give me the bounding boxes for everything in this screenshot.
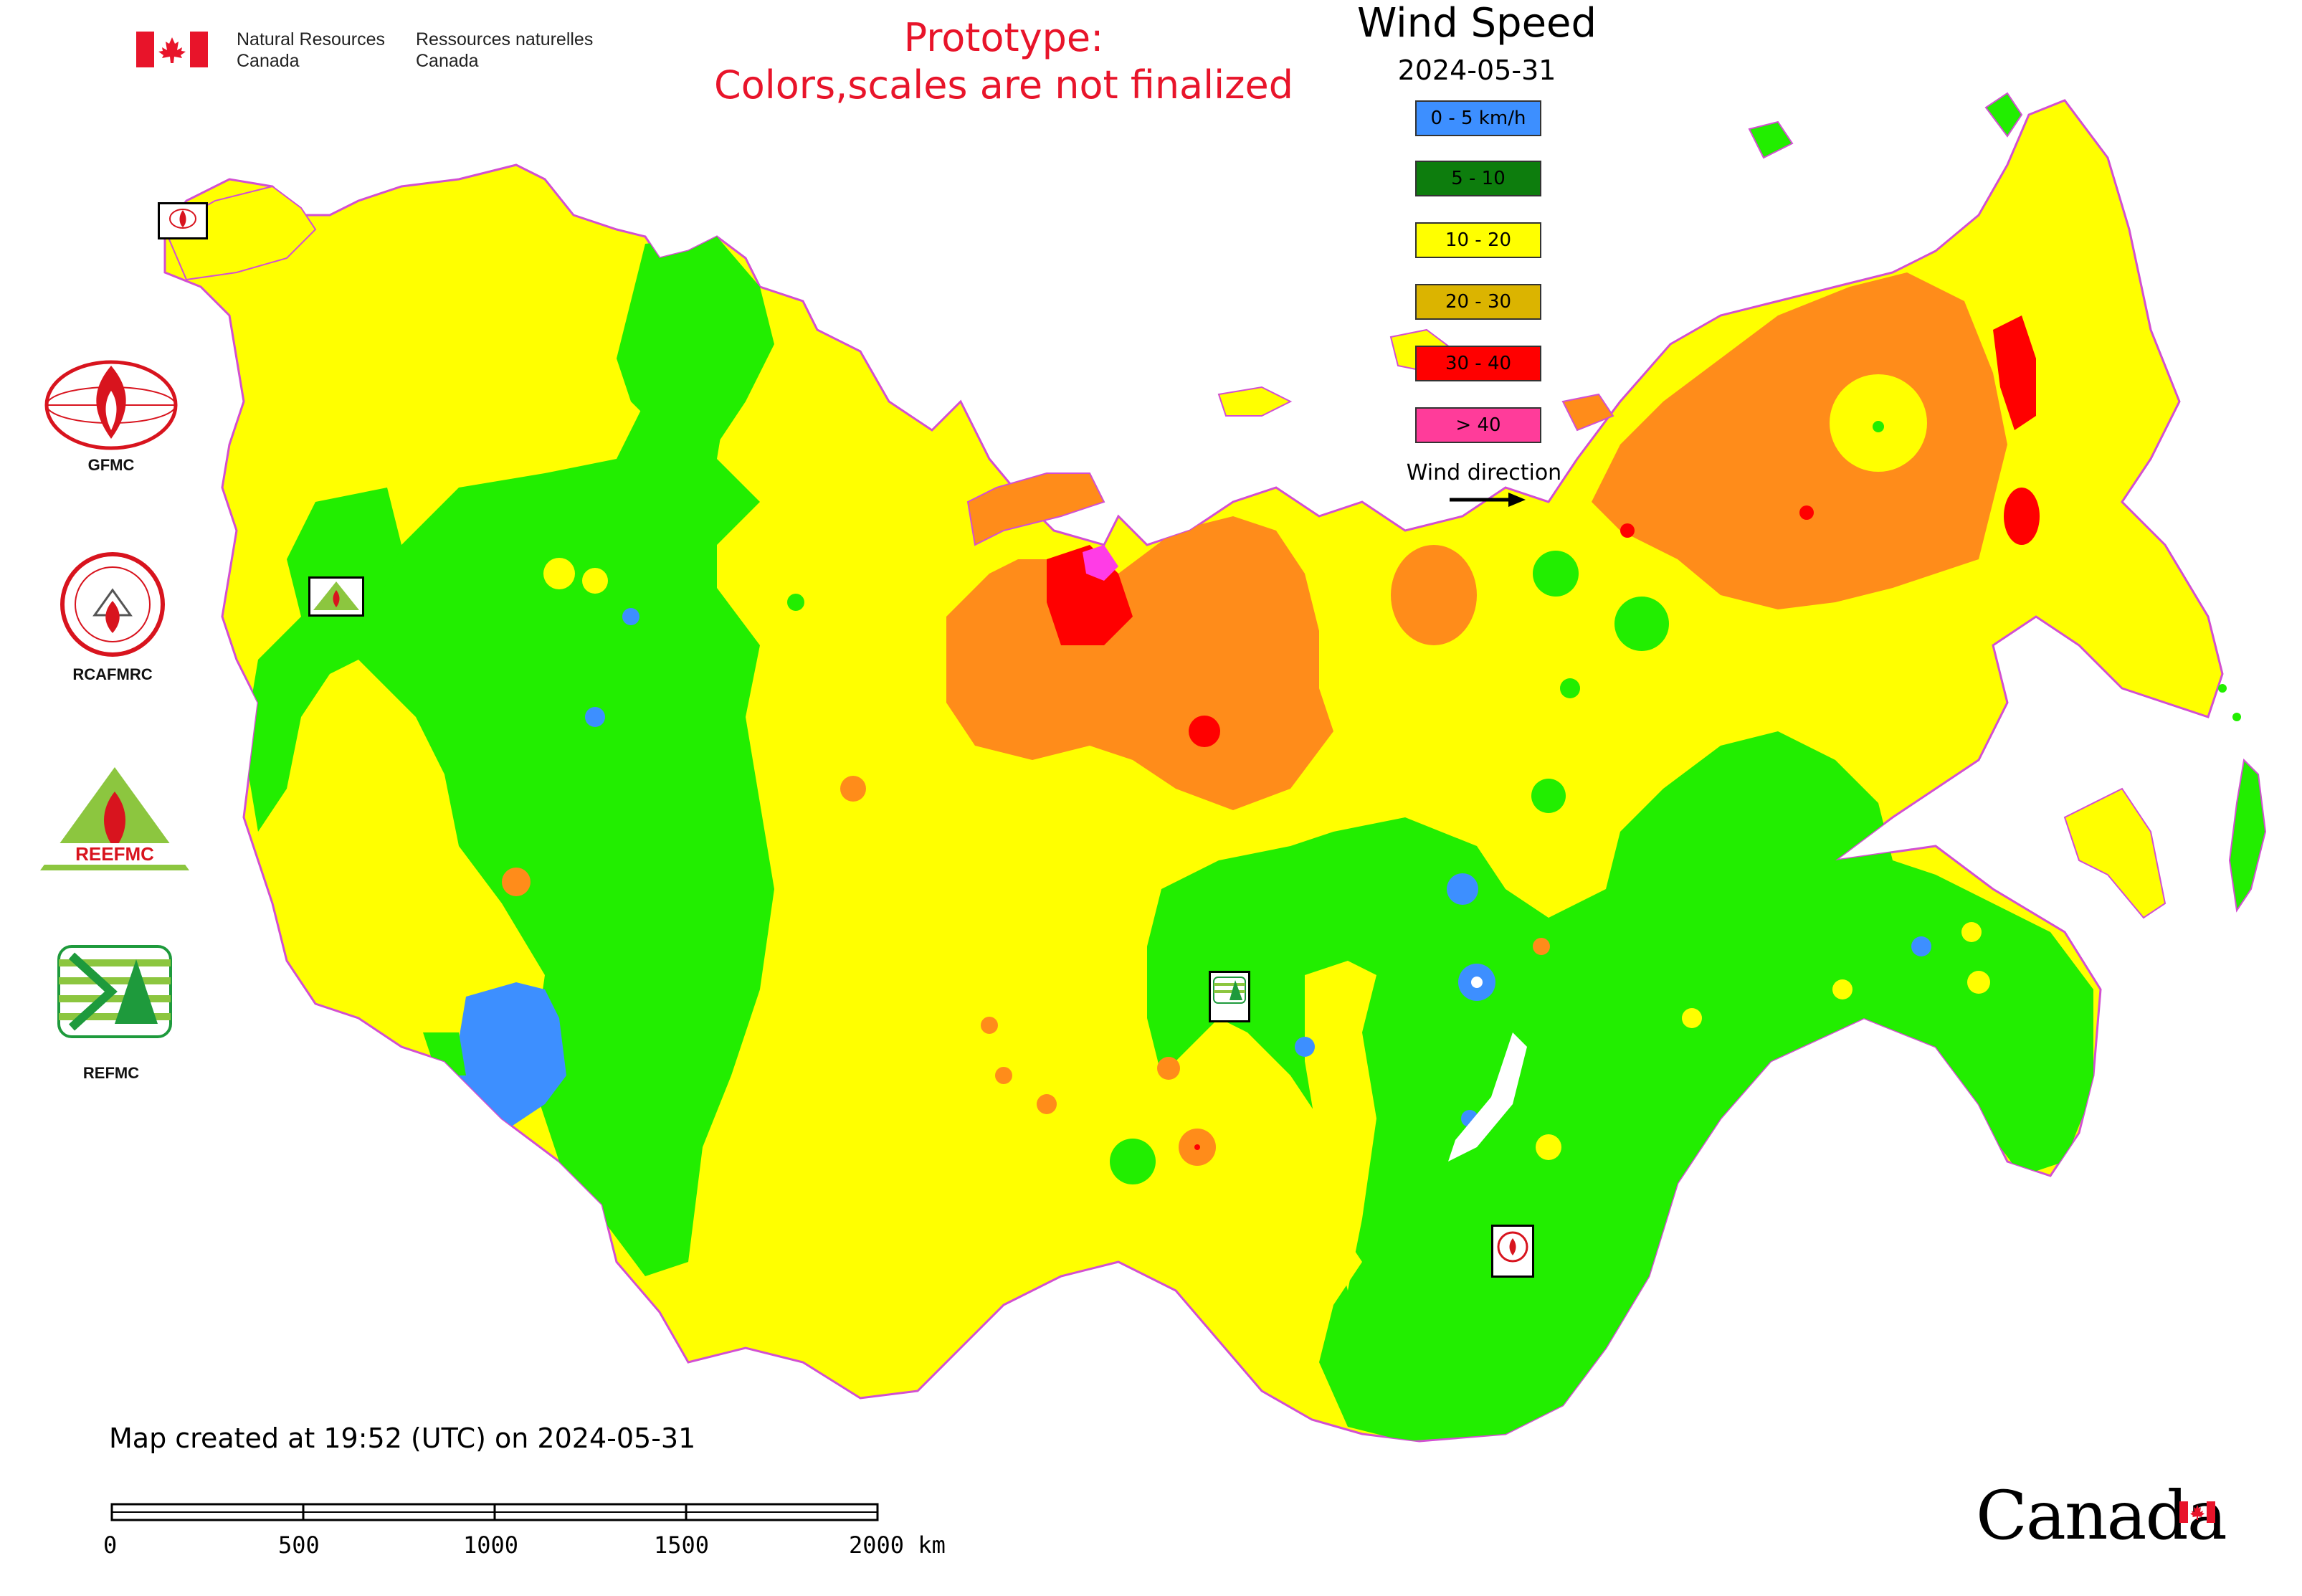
zone-light-east: [1147, 731, 2093, 1441]
svg-text:REEFMC: REEFMC: [75, 843, 154, 865]
lake-baikal: [1448, 1032, 1527, 1162]
gov-name-en-line2: Canada: [237, 51, 300, 71]
legend-date: 2024-05-31: [1397, 54, 1556, 86]
legend-item-10-20: 10 - 20: [1415, 222, 1541, 258]
map-marker-rcafmrc: [1491, 1225, 1534, 1278]
wordmark-flag-icon: [2179, 1501, 2215, 1523]
scale-tick-2000: 2000 km: [849, 1531, 946, 1559]
gfmc-label: GFMC: [87, 456, 135, 474]
prototype-notice-line1: Prototype:: [903, 15, 1104, 60]
map-marker-gfmc: [158, 202, 208, 239]
zone-fresh-central: [946, 516, 1333, 810]
island-novaya-zemlya: [966, 472, 1105, 546]
zone-fresh-spot: [1391, 545, 1477, 645]
wind-direction-arrow-icon: [1450, 493, 1526, 507]
scale-tick-1000: 1000: [463, 1531, 519, 1559]
scale-tick-0: 0: [103, 1531, 118, 1559]
map-created-text: Map created at 19:52 (UTC) on 2024-05-31: [109, 1422, 696, 1454]
map-marker-reefmc: [308, 576, 364, 617]
legend-item-30-40: 30 - 40: [1415, 346, 1541, 381]
scale-bar: [110, 1503, 879, 1521]
legend-item-5-10: 5 - 10: [1415, 161, 1541, 196]
map-marker-refmc: [1209, 971, 1250, 1022]
rcafmrc-label: RCAFMRC: [72, 665, 153, 683]
canada-flag-icon: [136, 32, 208, 67]
gov-name-en-line1: Natural Resources: [237, 29, 386, 49]
rcafmrc-logo-icon: [60, 552, 165, 657]
zone-moderate-inner: [1305, 961, 1376, 1291]
scale-tick-500: 500: [278, 1531, 320, 1559]
zone-fresh-east: [1592, 272, 2007, 609]
gov-name-fr-line1: Ressources naturelles: [416, 29, 594, 49]
refmc-logo-icon: [57, 945, 172, 1038]
zone-light-northwest: [617, 237, 774, 445]
prototype-notice-line2: Colors,scales are not finalized: [714, 62, 1293, 108]
legend-item-20-30: 20 - 30: [1415, 284, 1541, 320]
zone-light-west: [244, 301, 774, 1276]
wind-direction-label: Wind direction: [1406, 460, 1562, 485]
reefmc-logo-icon: REEFMC: [37, 767, 192, 870]
gov-name-fr-line2: Canada: [416, 51, 479, 71]
legend-item-0-5: 0 - 5 km/h: [1415, 100, 1541, 136]
zone-very-strong: [1083, 545, 1118, 581]
scale-tick-1500: 1500: [654, 1531, 710, 1559]
zone-strong-coast: [2004, 488, 2040, 545]
refmc-label: REFMC: [82, 1064, 140, 1082]
zone-strong-east: [1993, 315, 2036, 430]
legend-item-over-40: > 40: [1415, 407, 1541, 443]
gfmc-logo-icon: [44, 360, 178, 450]
legend-title: Wind Speed: [1356, 0, 1597, 47]
